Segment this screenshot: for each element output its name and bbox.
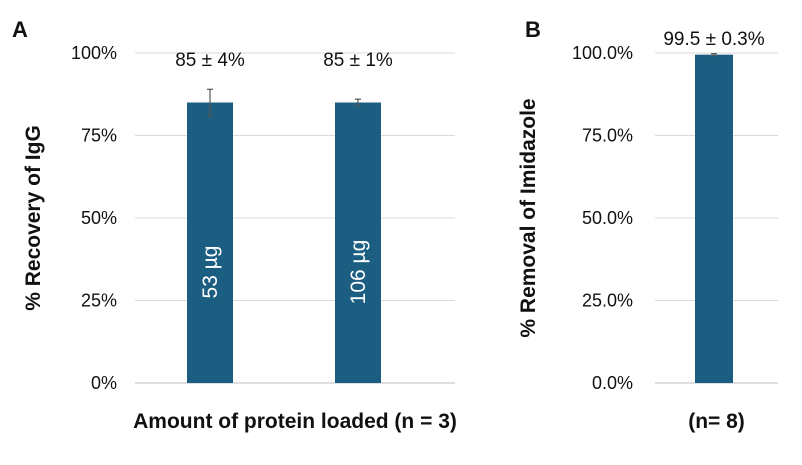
panel-b-x-axis-title: (n= 8) (688, 410, 745, 433)
panel-b-letter: B (525, 17, 541, 42)
panel-b-value-label: 99.5 ± 0.3% (663, 29, 764, 50)
panel-a-bar (187, 102, 233, 383)
panel-b-ytick-label: 0.0% (592, 373, 633, 393)
panel-a-ytick-label: 75% (81, 126, 117, 146)
panel-b-bar (695, 54, 733, 384)
panel-a-ytick-label: 25% (81, 291, 117, 311)
panel-b-y-axis-title: % Removal of Imidazole (517, 98, 540, 337)
panel-a-y-axis-title: % Recovery of IgG (22, 125, 45, 311)
panel-a-bar-label: 53 µg (199, 246, 222, 299)
panel-a-value-label: 85 ± 4% (175, 50, 245, 71)
panel-a-value-label: 85 ± 1% (323, 50, 393, 71)
panel-a-ytick-label: 50% (81, 208, 117, 228)
panel-b-ytick-label: 25.0% (582, 291, 633, 311)
panel-a-bar-label: 106 µg (347, 240, 370, 305)
panel-a-ytick-label: 100% (71, 43, 117, 63)
panel-a-letter: A (12, 17, 28, 42)
panel-a-ytick-label: 0% (91, 373, 117, 393)
panel-a-x-axis-title: Amount of protein loaded (n = 3) (133, 410, 457, 433)
panel-b-ytick-label: 75.0% (582, 126, 633, 146)
panel-b-ytick-label: 50.0% (582, 208, 633, 228)
panel-b-ytick-label: 100.0% (572, 43, 633, 63)
panel-a-bar (335, 102, 381, 383)
